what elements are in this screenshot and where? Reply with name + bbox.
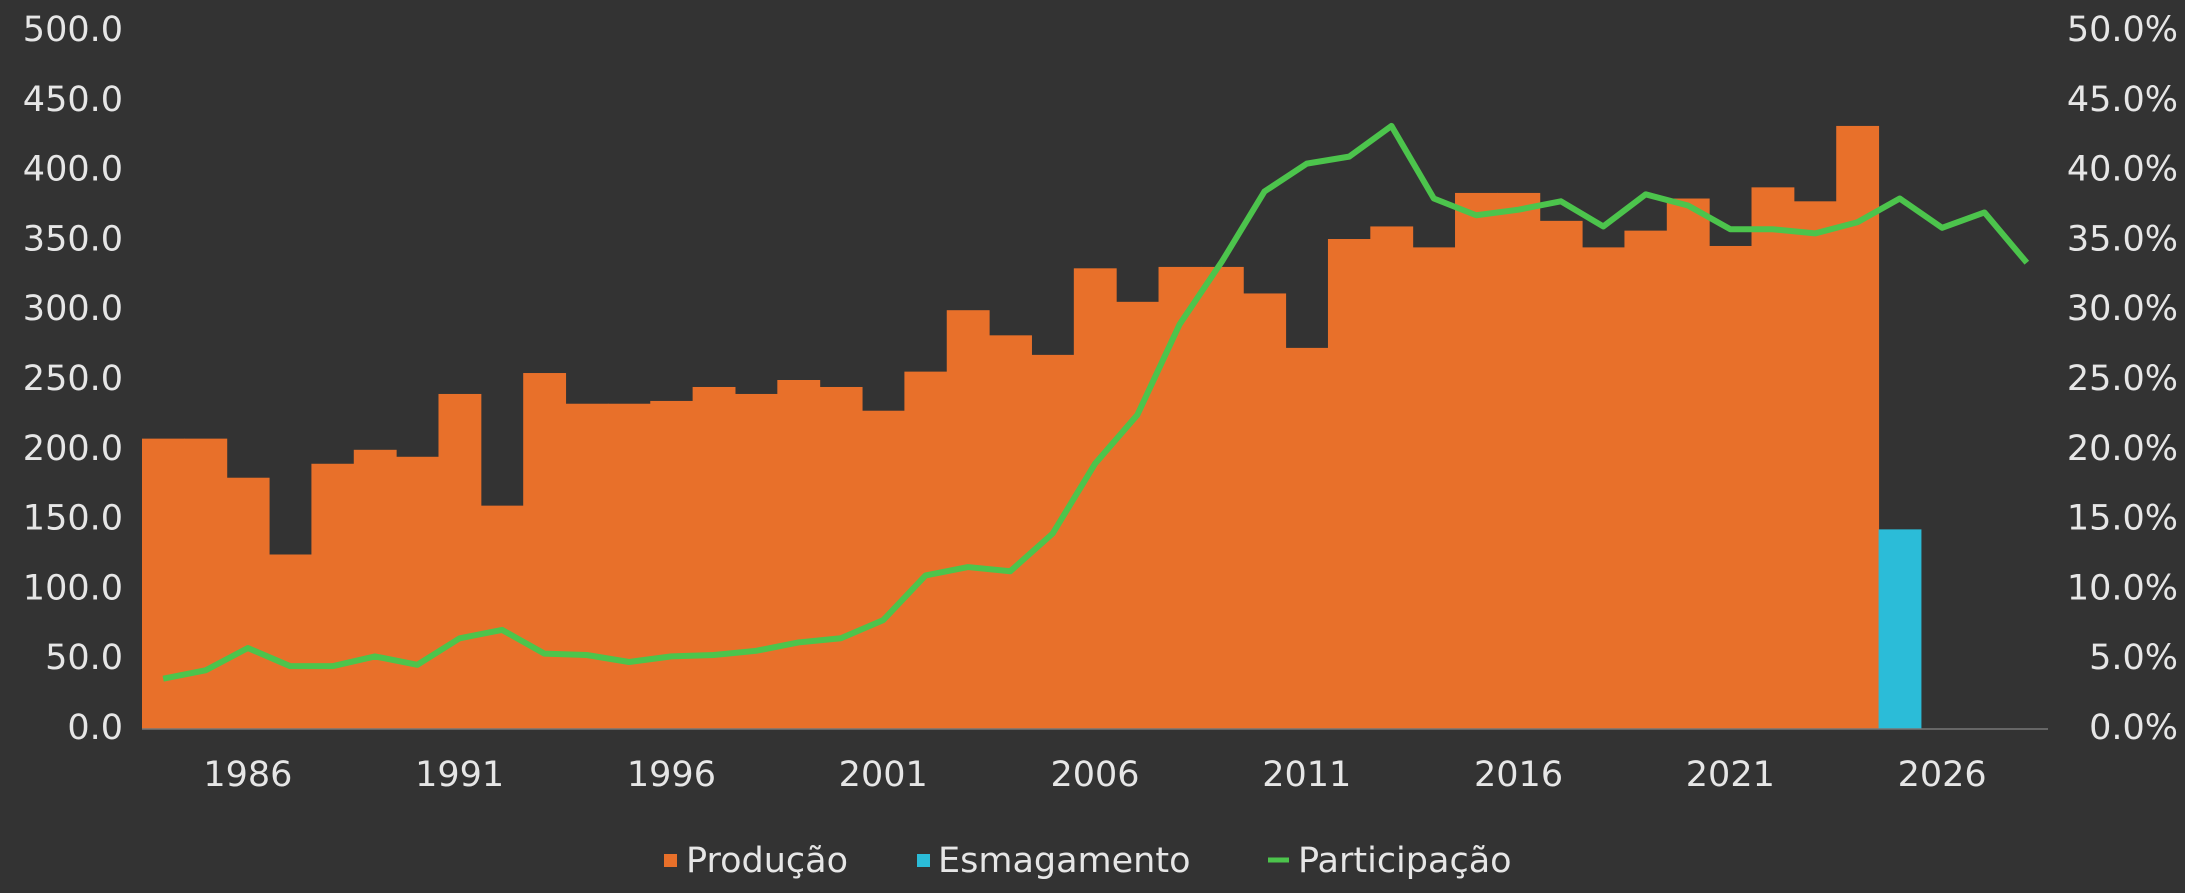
bar xyxy=(1243,293,1286,729)
y2-tick-label: 50.0% xyxy=(2067,10,2178,50)
x-tick-label: 1996 xyxy=(627,755,716,795)
legend-marker xyxy=(664,854,677,867)
bar xyxy=(947,310,990,729)
legend: Produção Esmagamento Participação xyxy=(664,841,1512,881)
bar xyxy=(1794,201,1837,729)
bar xyxy=(862,411,905,729)
y2-tick-label: 0.0% xyxy=(2089,708,2178,748)
y-tick-label: 500.0 xyxy=(23,10,123,50)
x-tick-label: 2006 xyxy=(1050,755,1139,795)
bar xyxy=(904,372,947,729)
y-tick-label: 450.0 xyxy=(23,80,123,120)
y-tick-label: 400.0 xyxy=(23,150,123,190)
bar xyxy=(1201,267,1244,729)
x-tick-label: 2021 xyxy=(1686,755,1775,795)
bar xyxy=(1624,231,1667,729)
y2-tick-label: 10.0% xyxy=(2067,568,2178,608)
bar xyxy=(1074,268,1117,729)
y2-tick-label: 20.0% xyxy=(2067,429,2178,469)
bar xyxy=(566,404,609,729)
bar xyxy=(989,335,1032,729)
bar xyxy=(777,380,820,729)
y2-tick-label: 45.0% xyxy=(2067,80,2178,120)
bar xyxy=(354,450,397,729)
x-tick-label: 2016 xyxy=(1474,755,1563,795)
bar xyxy=(1455,193,1498,729)
bar xyxy=(1709,246,1752,729)
bar xyxy=(735,394,778,729)
bar xyxy=(1540,221,1583,729)
legend-label: Esmagamento xyxy=(938,841,1191,881)
bar xyxy=(269,555,312,730)
bar xyxy=(396,457,439,729)
bar xyxy=(1328,239,1371,729)
bar xyxy=(1413,247,1456,729)
y2-tick-label: 35.0% xyxy=(2067,219,2178,259)
bar xyxy=(227,478,270,729)
bar xyxy=(1286,348,1329,729)
bar xyxy=(608,404,651,729)
bar xyxy=(523,373,566,729)
bar xyxy=(1667,199,1710,729)
y2-tick-label: 15.0% xyxy=(2067,499,2178,539)
y-tick-label: 200.0 xyxy=(23,429,123,469)
bar xyxy=(1752,187,1795,729)
y2-tick-label: 40.0% xyxy=(2067,150,2178,190)
x-tick-label: 2011 xyxy=(1262,755,1351,795)
page: {"chart_data": { "type": "bar-line", "ca… xyxy=(0,0,2185,893)
bar xyxy=(311,464,354,729)
bar xyxy=(481,506,524,729)
y-tick-label: 250.0 xyxy=(23,359,123,399)
y-tick-label: 350.0 xyxy=(23,219,123,259)
bar xyxy=(438,394,481,729)
bar xyxy=(184,439,227,729)
x-tick-label: 2001 xyxy=(839,755,928,795)
bar xyxy=(1159,267,1202,729)
bar xyxy=(1116,302,1159,729)
bar xyxy=(650,401,693,729)
y2-tick-label: 25.0% xyxy=(2067,359,2178,399)
x-tick-label: 2026 xyxy=(1898,755,1987,795)
y2-tick-label: 30.0% xyxy=(2067,289,2178,329)
bar xyxy=(820,387,863,729)
chart: 0.0 50.0 100.0 150.0 200.0 250.0 300.0 350.0 400… xyxy=(0,0,2185,893)
y-tick-label: 50.0 xyxy=(45,638,123,678)
bar xyxy=(1497,193,1540,729)
y-tick-label: 0.0 xyxy=(67,708,123,748)
y-tick-label: 150.0 xyxy=(23,499,123,539)
bar xyxy=(142,439,185,729)
bar xyxy=(1370,226,1413,729)
y-tick-label: 100.0 xyxy=(23,568,123,608)
bar xyxy=(1582,247,1625,729)
y2-tick-label: 5.0% xyxy=(2089,638,2178,678)
y-tick-label: 300.0 xyxy=(23,289,123,329)
legend-label: Participação xyxy=(1298,841,1512,881)
x-tick-label: 1986 xyxy=(203,755,292,795)
legend-label: Produção xyxy=(686,841,848,881)
bar xyxy=(693,387,736,729)
x-tick-label: 1991 xyxy=(415,755,504,795)
bar xyxy=(1879,529,1922,729)
bar xyxy=(1031,355,1074,729)
legend-marker xyxy=(917,854,930,867)
